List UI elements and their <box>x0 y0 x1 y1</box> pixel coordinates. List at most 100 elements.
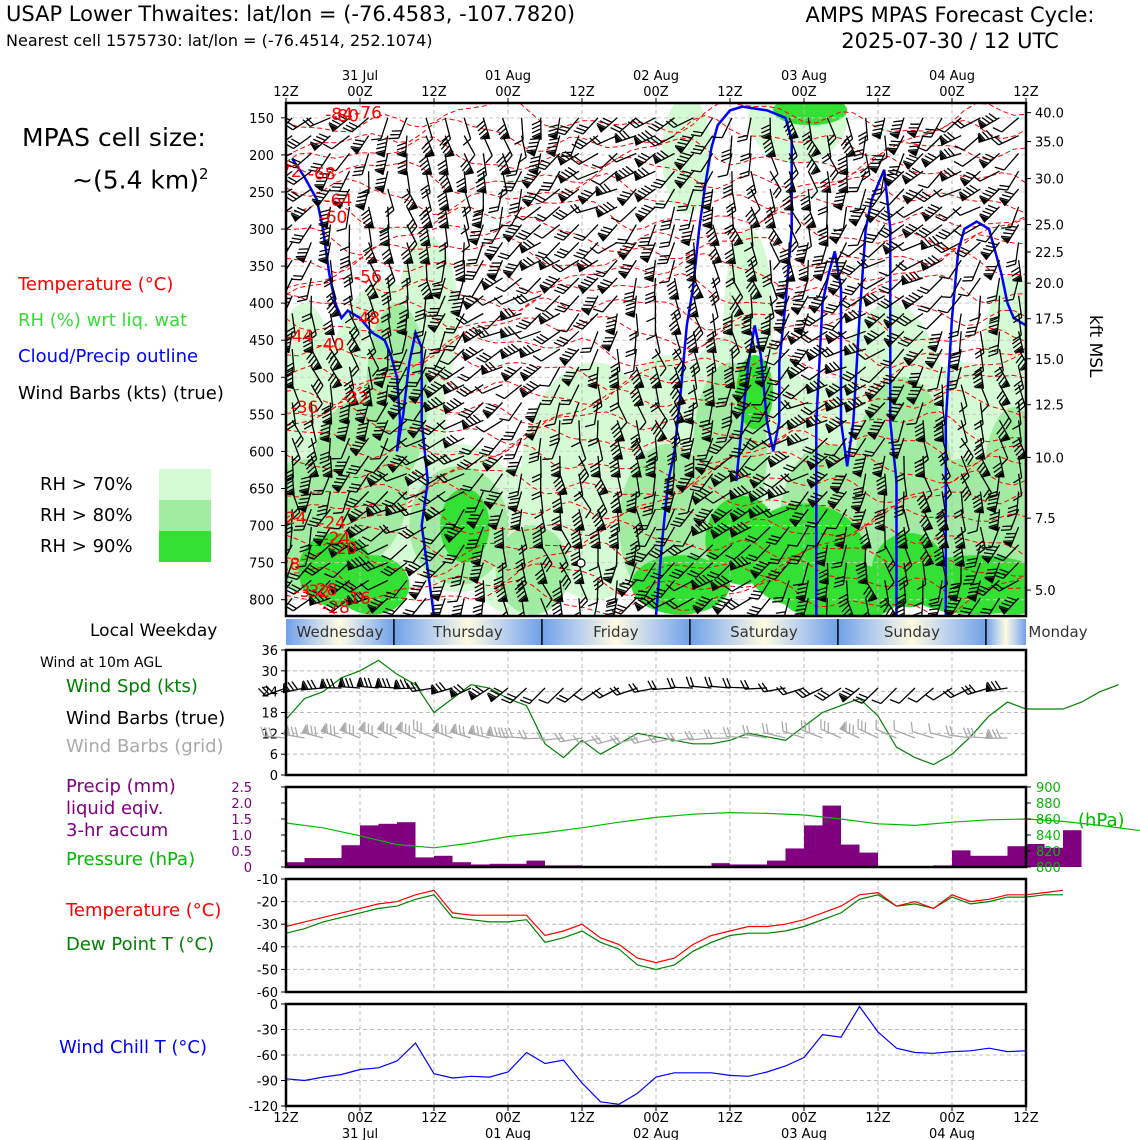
barb-feather <box>466 262 477 265</box>
barb-feather <box>774 189 782 199</box>
barb-feather <box>426 315 437 317</box>
barb-feather <box>355 202 366 206</box>
wind-barb <box>818 346 847 358</box>
barb-feather <box>397 159 408 165</box>
barb-pennant <box>812 275 823 282</box>
barb-feather <box>439 473 449 482</box>
barb-pennant <box>349 448 360 456</box>
barb-pennant <box>273 251 284 261</box>
barb-pennant <box>376 400 386 407</box>
barb-feather <box>315 534 325 538</box>
barb-pennant <box>408 397 418 404</box>
wind-barb <box>461 224 471 253</box>
barb-pennant <box>365 507 373 517</box>
barb-feather <box>351 483 362 487</box>
barb-feather <box>414 420 425 424</box>
wind-barb <box>462 277 484 298</box>
wind-barb <box>286 115 293 135</box>
wind-barb <box>318 206 332 229</box>
barb-feather <box>453 263 464 269</box>
barb-feather <box>477 124 486 132</box>
temperature-contour <box>286 481 1026 526</box>
wind-barb <box>670 295 682 324</box>
barb-feather <box>625 348 636 354</box>
barb-pennant <box>319 240 329 247</box>
barb-feather <box>390 460 400 465</box>
barb-staff <box>405 437 427 448</box>
barb-feather <box>324 573 334 579</box>
barb-feather <box>371 368 380 377</box>
barb-feather <box>321 408 332 415</box>
barb-feather <box>418 498 428 505</box>
barb-feather <box>360 387 370 394</box>
barb-feather <box>299 497 310 501</box>
barb-staff <box>286 170 293 186</box>
barb-staff <box>483 419 503 433</box>
wind-barb <box>360 384 373 407</box>
barb-feather <box>332 361 339 371</box>
precip-accum-label: 3-hr accum <box>66 820 169 841</box>
barb-feather <box>414 313 425 318</box>
barb-feather <box>374 185 385 189</box>
barb-feather <box>438 241 448 249</box>
barb-feather <box>436 475 445 483</box>
barb-feather <box>481 280 491 287</box>
barb-staff <box>471 277 484 298</box>
barb-feather <box>318 252 329 257</box>
barb-feather <box>437 163 447 171</box>
wind-barb <box>296 277 312 303</box>
barb-feather <box>486 497 497 502</box>
wind-barb <box>398 506 427 517</box>
barb-feather <box>373 472 383 479</box>
barb-pennant <box>423 402 431 412</box>
wind-barb <box>556 313 580 333</box>
legend-wind-barbs: Wind Barbs (kts) (true) <box>18 383 224 404</box>
barb-feather <box>346 337 354 346</box>
barb-feather <box>395 401 406 406</box>
barb-feather <box>328 585 339 591</box>
barb-feather <box>361 395 371 402</box>
wind-barb <box>418 153 433 176</box>
barb-feather <box>364 283 373 293</box>
barb-feather <box>493 529 503 536</box>
barb-feather <box>272 173 281 183</box>
barb-feather <box>412 389 423 392</box>
wind-barb <box>323 597 350 613</box>
wind-barb <box>398 490 427 500</box>
barb-feather <box>422 145 431 154</box>
barb-feather <box>312 378 320 388</box>
barb-feather <box>293 529 304 531</box>
barb-staff <box>286 224 293 239</box>
wind-barb <box>628 313 639 341</box>
barb-pennant <box>455 276 465 283</box>
barb-feather <box>405 198 413 207</box>
wind-barb <box>342 117 370 133</box>
barb-staff <box>286 188 293 201</box>
barb-feather <box>331 119 342 126</box>
wind-barb <box>573 224 599 242</box>
barb-feather <box>387 463 398 468</box>
barb-feather <box>473 209 484 214</box>
wind-barb <box>345 384 360 407</box>
barb-feather <box>452 524 463 530</box>
wind-barb <box>643 260 657 283</box>
barb-feather <box>286 484 294 490</box>
wind-barb <box>338 402 351 425</box>
barb-feather <box>348 581 358 589</box>
wind-barb <box>379 206 390 234</box>
barb-feather <box>339 245 350 252</box>
wind-barb <box>489 206 504 232</box>
barb-feather <box>444 331 454 334</box>
barb-feather <box>460 410 471 416</box>
barb-feather <box>365 252 374 261</box>
barb-feather <box>396 149 407 155</box>
wind-barb <box>423 381 446 399</box>
barb-feather <box>478 452 489 456</box>
barb-feather <box>384 205 394 214</box>
wind-barb <box>352 153 370 177</box>
barb-feather <box>337 430 347 434</box>
wind-barb <box>468 562 484 584</box>
wind-barb <box>310 384 323 413</box>
barb-feather <box>355 434 366 438</box>
barb-pennant <box>312 539 323 547</box>
